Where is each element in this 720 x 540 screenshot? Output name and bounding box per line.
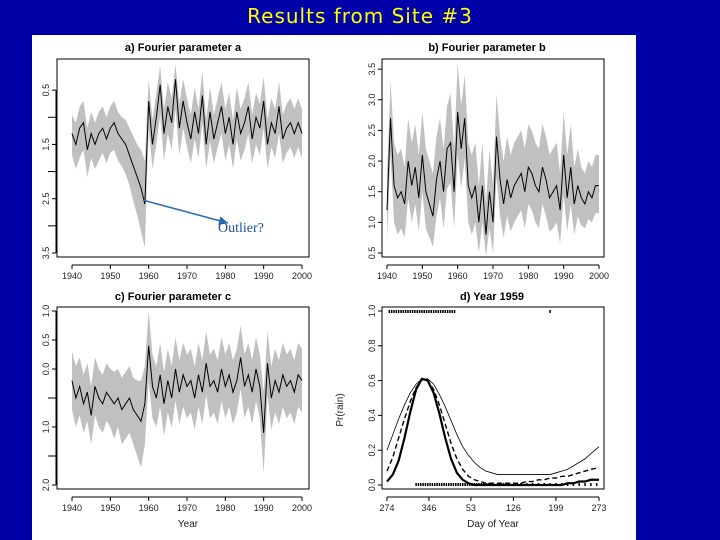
c-x-tick-label: 1970 <box>177 503 197 513</box>
b-x-tick-label: 1970 <box>483 271 503 281</box>
b-y-tick-label: 0.5 <box>367 247 377 260</box>
d-y-tick-label: 0.8 <box>367 340 377 353</box>
b-x-tick-label: 1940 <box>377 271 397 281</box>
d-x-tick-label: 199 <box>548 503 563 513</box>
d-curve-dashed <box>386 378 600 484</box>
b-x-tick-label: 2000 <box>589 271 609 281</box>
a-x-tick-label: 1940 <box>62 271 82 281</box>
a-x-tick-label: 1970 <box>177 271 197 281</box>
c-x-tick-label: 1990 <box>254 503 274 513</box>
c-y-tick-label: 2.0 <box>41 479 51 492</box>
outlier-arrow <box>142 199 229 226</box>
panel-c: c) Fourier parameter c 1940 1950 1960 1970 1… <box>41 291 312 530</box>
b-y-tick-label: 3.0 <box>367 94 377 107</box>
c-x-tick-label: 1940 <box>62 503 82 513</box>
a-y-tick-label: 1.5 <box>41 138 51 151</box>
d-curve-thin <box>386 378 600 475</box>
c-y-tick-label: 0.0 <box>41 363 51 376</box>
b-y-tick-label: 1.5 <box>367 185 377 198</box>
c-estimate-line <box>71 345 303 433</box>
a-y-tick-label: 3.5 <box>41 247 51 260</box>
panel-c-xlabel: Year <box>178 519 199 530</box>
b-y-tick-label: 3.5 <box>367 63 377 76</box>
outlier-label: Outlier? <box>218 221 264 236</box>
panel-d-ylabel: Pr(rain) <box>335 393 346 426</box>
d-x-tick-label: 274 <box>379 503 394 513</box>
a-y-tick-label: 2.5 <box>41 192 51 205</box>
panel-d-frame <box>381 306 605 490</box>
d-y-tick-label: 0.6 <box>367 374 377 387</box>
b-y-tick-label: 2.0 <box>367 155 377 168</box>
panel-a-frame <box>56 58 310 258</box>
a-estimate-line <box>71 79 303 205</box>
panel-d: d) Year 1959 274 346 53 126 199 273 0.0 0.2 0.4 0… <box>335 291 607 530</box>
panel-d-title: d) Year 1959 <box>460 291 524 303</box>
outlier-annotation: Outlier? <box>142 199 264 236</box>
a-x-tick-label: 1980 <box>215 271 235 281</box>
c-confidence-band <box>72 311 302 474</box>
a-y-tick-label: 0.5 <box>41 84 51 97</box>
d-x-tick-label: 53 <box>466 503 476 513</box>
b-y-tick-label: 2.5 <box>367 124 377 137</box>
b-y-tick-label: 1.0 <box>367 216 377 229</box>
c-x-tick-label: 2000 <box>292 503 312 513</box>
panel-c-title: c) Fourier parameter c <box>115 291 231 303</box>
d-y-tick-label: 0.0 <box>367 479 377 492</box>
c-y-tick-label: 0.5 <box>41 334 51 347</box>
figure-svg: a) Fourier parameter a 1940 1950 1960 1970 1… <box>41 42 609 530</box>
figure-panel: a) Fourier parameter a 1940 1950 1960 1970 1… <box>32 35 636 540</box>
panel-a: a) Fourier parameter a 1940 1950 1960 1970 1… <box>41 42 312 281</box>
panel-d-xlabel: Day of Year <box>467 519 519 530</box>
c-y-tick-label: 1.0 <box>41 305 51 318</box>
a-x-tick-label: 2000 <box>292 271 312 281</box>
c-x-tick-label: 1950 <box>100 503 120 513</box>
b-x-tick-label: 1960 <box>448 271 468 281</box>
a-x-tick-label: 1960 <box>139 271 159 281</box>
d-x-tick-label: 126 <box>506 503 521 513</box>
b-x-tick-label: 1950 <box>412 271 432 281</box>
c-y-tick-label: 1.0 <box>41 421 51 434</box>
d-y-tick-label: 0.4 <box>367 409 377 422</box>
panel-c-frame <box>56 306 310 490</box>
d-y-tick-label: 1.0 <box>367 305 377 318</box>
b-confidence-band <box>387 63 599 257</box>
d-y-tick-label: 0.2 <box>367 444 377 457</box>
b-estimate-line <box>386 111 599 235</box>
a-confidence-band <box>72 64 302 248</box>
c-x-tick-label: 1980 <box>215 503 235 513</box>
c-x-tick-label: 1960 <box>139 503 159 513</box>
d-x-tick-label: 346 <box>421 503 436 513</box>
panel-b: b) Fourier parameter b 1940 1950 1960 1970 1… <box>367 42 609 281</box>
d-x-tick-label: 273 <box>591 503 606 513</box>
panel-a-title: a) Fourier parameter a <box>125 42 242 54</box>
a-x-tick-label: 1950 <box>100 271 120 281</box>
panel-b-title: b) Fourier parameter b <box>428 42 546 54</box>
b-x-tick-label: 1980 <box>518 271 538 281</box>
slide-title: Results from Site #3 <box>247 4 473 28</box>
a-x-tick-label: 1990 <box>254 271 274 281</box>
b-x-tick-label: 1990 <box>554 271 574 281</box>
